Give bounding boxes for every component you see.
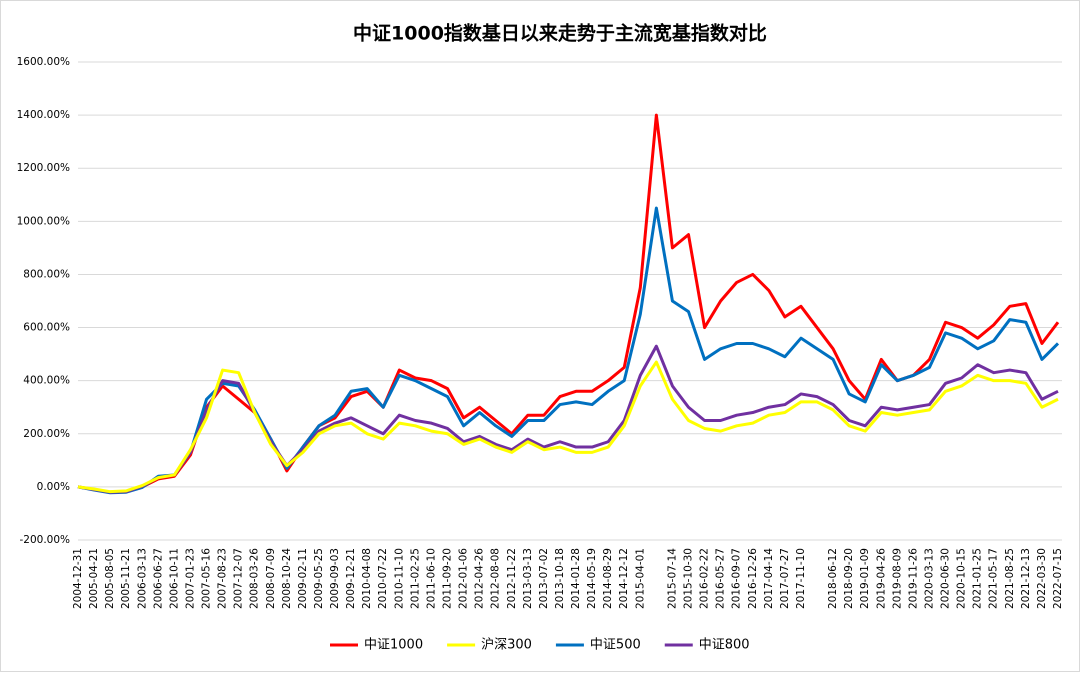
x-tick-label: 2017-07-27 <box>779 548 791 609</box>
x-tick-label: 2018-06-12 <box>827 548 839 609</box>
x-tick-label: 2006-03-13 <box>136 548 148 609</box>
x-tick-label: 2007-01-23 <box>184 548 196 609</box>
x-tick-label: 2011-09-20 <box>442 548 454 609</box>
x-tick-label: 2008-07-09 <box>265 548 277 609</box>
legend-label: 中证800 <box>699 638 750 653</box>
y-tick-label: 1200.00% <box>17 162 70 174</box>
y-tick-label: 1000.00% <box>17 215 70 227</box>
x-tick-label: 2014-01-28 <box>570 548 582 609</box>
x-tick-label: 2009-12-21 <box>345 548 357 609</box>
x-tick-label: 2012-11-22 <box>506 548 518 609</box>
x-tick-label: 2014-05-19 <box>586 548 598 609</box>
x-tick-label: 2016-12-26 <box>747 548 759 609</box>
x-tick-label: 2009-05-25 <box>313 548 325 609</box>
x-tick-label: 2015-04-01 <box>634 548 646 609</box>
x-tick-label: 2007-05-16 <box>201 548 213 609</box>
legend-label: 沪深300 <box>481 637 532 653</box>
y-tick-label: 200.00% <box>23 428 70 440</box>
x-tick-label: 2012-08-08 <box>490 548 502 609</box>
x-tick-label: 2022-07-15 <box>1052 548 1064 609</box>
x-tick-label: 2022-03-30 <box>1036 548 1048 609</box>
x-tick-label: 2020-10-15 <box>956 548 968 609</box>
x-tick-label: 2021-12-13 <box>1020 548 1032 609</box>
y-tick-label: 800.00% <box>23 268 70 280</box>
x-tick-label: 2015-07-14 <box>666 548 678 609</box>
x-tick-label: 2020-06-30 <box>940 548 952 609</box>
x-tick-label: 2017-04-14 <box>763 548 775 609</box>
x-tick-label: 2005-11-21 <box>120 548 132 609</box>
x-tick-label: 2021-08-25 <box>1004 548 1016 609</box>
x-tick-label: 2013-07-02 <box>538 548 550 609</box>
x-tick-label: 2018-09-20 <box>843 548 855 609</box>
x-tick-label: 2005-04-21 <box>88 548 100 609</box>
x-tick-label: 2016-05-27 <box>715 548 727 609</box>
x-tick-label: 2019-01-09 <box>859 548 871 609</box>
x-tick-label: 2009-09-03 <box>329 548 341 609</box>
y-tick-label: 600.00% <box>23 322 70 334</box>
x-tick-label: 2019-04-26 <box>875 548 887 609</box>
x-tick-label: 2009-02-11 <box>297 548 309 609</box>
legend-label: 中证1000 <box>364 638 423 653</box>
series-line <box>77 344 1059 494</box>
x-tick-label: 2021-01-25 <box>972 548 984 609</box>
x-tick-label: 2010-07-22 <box>377 548 389 609</box>
x-tick-label: 2019-11-26 <box>907 548 919 609</box>
x-tick-label: 2014-12-12 <box>618 548 630 609</box>
x-tick-label: 2005-08-05 <box>104 548 116 609</box>
x-tick-label: 2007-12-07 <box>233 548 245 609</box>
x-tick-label: 2019-08-09 <box>891 548 903 609</box>
chart-title: 中证1000指数基日以来走势于主流宽基指数对比 <box>353 22 767 45</box>
x-tick-label: 2020-03-13 <box>923 548 935 609</box>
y-tick-label: 400.00% <box>23 375 70 387</box>
y-tick-label: -200.00% <box>19 534 70 546</box>
x-tick-label: 2004-12-31 <box>72 548 84 609</box>
x-tick-label: 2014-08-29 <box>602 548 614 609</box>
x-tick-label: 2013-10-18 <box>554 548 566 609</box>
x-tick-label: 2010-04-08 <box>361 548 373 609</box>
y-tick-label: 1600.00% <box>17 56 70 68</box>
x-tick-label: 2015-10-30 <box>682 548 694 609</box>
x-tick-label: 2013-03-13 <box>522 548 534 609</box>
x-tick-label: 2012-01-06 <box>458 548 470 609</box>
x-tick-label: 2016-09-07 <box>731 548 743 609</box>
x-tick-label: 2011-06-10 <box>425 548 437 609</box>
x-tick-label: 2021-05-17 <box>988 548 1000 609</box>
y-tick-label: 1400.00% <box>17 109 70 121</box>
x-tick-label: 2006-06-27 <box>152 548 164 609</box>
x-tick-label: 2011-02-25 <box>409 548 421 609</box>
series-line <box>77 360 1059 494</box>
x-tick-label: 2012-04-26 <box>474 548 486 609</box>
x-tick-label: 2008-10-24 <box>281 548 293 609</box>
x-tick-label: 2016-02-22 <box>699 548 711 609</box>
legend-label: 中证500 <box>590 638 641 653</box>
x-tick-label: 2006-10-11 <box>168 548 180 609</box>
x-tick-label: 2010-11-10 <box>393 548 405 609</box>
x-tick-label: 2017-11-10 <box>795 548 807 609</box>
x-tick-label: 2008-03-26 <box>249 548 261 609</box>
x-tick-label: 2007-08-23 <box>217 548 229 609</box>
y-tick-label: 0.00% <box>37 481 70 493</box>
